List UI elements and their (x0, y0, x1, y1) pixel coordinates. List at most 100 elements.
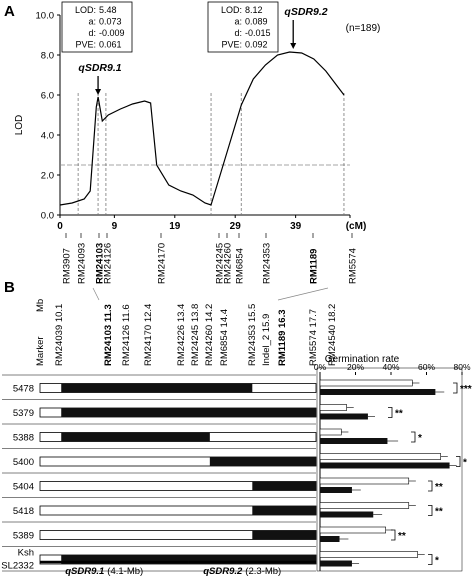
significance-bracket (411, 431, 416, 443)
lod-plot: 0.02.04.06.08.010.00 9 19 29 39 (cM)LOD: 5.48a… (36, 1, 381, 284)
fine-marker-label: RM24226 13.4 (176, 304, 187, 366)
significance-label: *** (460, 384, 472, 395)
qtl-stat-value: 8.12 (245, 5, 263, 15)
map-marker-label: RM5574 (348, 248, 359, 284)
qtl-stat-value: -0.015 (245, 28, 271, 38)
significance-bracket (456, 456, 461, 467)
panel-label-b: B (4, 279, 15, 296)
map-connector (92, 287, 100, 301)
germination-bar-control (319, 551, 418, 558)
significance-label: ** (435, 507, 443, 518)
map-marker-label: RM3907 (62, 248, 73, 284)
line-label: 5478 (13, 384, 34, 395)
line-label: Ksh (18, 548, 34, 559)
qtl-stat-key: d: (88, 28, 96, 38)
germination-plot: 0% 20% 40% 60% 80%************** (314, 362, 472, 572)
significance-label: ** (398, 531, 406, 542)
qtl-region-size: (4.1-Mb) (107, 566, 143, 577)
qtl-stat-value: 0.073 (99, 17, 122, 27)
germination-tick-label: 60% (418, 362, 435, 372)
marker-header: Marker (35, 336, 46, 366)
significance-bracket (453, 382, 458, 394)
qtl-region-name: qSDR9.1 (65, 566, 104, 577)
germination-bar-control (319, 502, 410, 509)
fine-marker-label: RM24540 18.2 (327, 304, 338, 366)
qtl-label: qSDR9.1 (78, 62, 121, 74)
qtl-stat-value: -0.009 (99, 28, 125, 38)
map-marker-label: RM24353 (262, 243, 273, 284)
qtl-stats-box (207, 1, 279, 53)
map-connector (277, 287, 329, 301)
germination-bar-control (319, 379, 413, 387)
germination-tick-label: 20% (347, 362, 364, 372)
line-label: 5404 (13, 482, 34, 493)
fine-marker-label: RM24126 11.6 (121, 304, 132, 366)
population-size: (n=189) (346, 23, 381, 34)
significance-label: ** (435, 482, 443, 493)
introgression-segment (209, 457, 316, 466)
germination-title: Germination rate (325, 354, 400, 365)
introgression-segment (61, 383, 253, 393)
map-marker-label: RM1189 (309, 249, 320, 284)
line-label: 5400 (13, 457, 34, 468)
germination-bar-control (319, 526, 386, 534)
map-marker-label: RM24126 (103, 243, 114, 284)
fine-marker-label: RM24103 11.3 (103, 304, 114, 366)
fine-marker-label: RM24245 13.8 (190, 304, 201, 366)
germination-tick-label: 0% (314, 362, 327, 372)
introgression-segment (252, 530, 316, 540)
qtl-stat-key: PVE: (221, 40, 242, 50)
qtl-stat-key: LOD: (75, 5, 96, 15)
mb-header: Mb (35, 299, 46, 312)
qtl-stat-key: a: (88, 17, 96, 27)
line-label: 5418 (13, 506, 34, 517)
significance-bracket (428, 505, 433, 516)
qtl-region-name: qSDR9.2 (203, 566, 243, 577)
y-tick-label: 2.0 (41, 171, 54, 182)
germination-bar (320, 511, 374, 518)
introgression-segment (61, 408, 316, 417)
germination-tick-label: 40% (382, 362, 399, 372)
qtl-stat-key: a: (234, 17, 242, 27)
germination-bar-control (319, 404, 347, 411)
fine-marker-label: RM24260 14.2 (204, 304, 215, 366)
y-tick-label: 8.0 (41, 51, 54, 62)
map-marker-label: RM24245 (215, 243, 226, 284)
lod-axis-label: LOD (14, 115, 25, 136)
fine-marker-label: RM24039 10.1 (54, 304, 65, 366)
lod-curve (59, 51, 345, 206)
introgression-segment (252, 506, 316, 515)
panel-label-a: A (4, 3, 15, 20)
germination-bar (320, 389, 436, 395)
germination-tick-label: 80% (453, 362, 470, 372)
fine-marker-label: RM1189 16.3 (277, 309, 288, 366)
germination-frame (316, 367, 463, 572)
introgression-segment (252, 481, 316, 491)
fine-marker-label: Indel_2 15.9 (261, 314, 272, 366)
x-tick-label: 39 (290, 221, 302, 232)
germination-bar (320, 536, 340, 542)
qtl-stat-value: 5.48 (99, 5, 117, 15)
qtl-stat-value: 0.089 (245, 17, 268, 27)
significance-label: ** (395, 409, 403, 420)
significance-label: * (435, 556, 439, 567)
map-marker-label: RM24103 (95, 243, 106, 284)
map-marker-label: RM24260 (223, 243, 234, 284)
fine-marker-label: RM24353 15.5 (247, 304, 258, 366)
qtl-stats-box (61, 1, 133, 53)
x-tick-label: 0 (57, 221, 63, 232)
germination-bar (320, 438, 388, 444)
qtl-arrowhead (95, 89, 102, 95)
map-marker-label: RM6854 (235, 248, 246, 284)
germination-bar (320, 413, 368, 420)
line-label: SL2332 (1, 561, 34, 572)
significance-bracket (428, 554, 433, 565)
qtl-stat-key: PVE: (75, 40, 96, 50)
significance-bracket (388, 407, 393, 418)
line-label: 5389 (13, 531, 34, 542)
germination-bar (320, 462, 450, 469)
fine-map: Marker Mb RM24039 10.1 RM24103 11.3 RM24126 … (1, 287, 338, 577)
introgression-segment (61, 555, 316, 564)
significance-label: * (463, 458, 467, 469)
